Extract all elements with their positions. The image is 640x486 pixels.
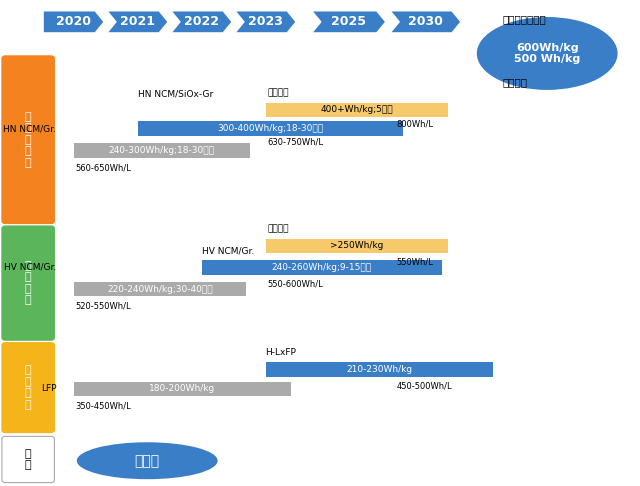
Text: 240-300Wh/kg;18-30分钟: 240-300Wh/kg;18-30分钟 (109, 146, 214, 155)
Polygon shape (312, 11, 385, 33)
Text: 450-500Wh/L: 450-500Wh/L (397, 382, 452, 391)
Text: 锂空电池: 锂空电池 (502, 78, 527, 87)
Text: 钒电池: 钒电池 (134, 454, 160, 468)
Text: HN NCM/SiOx-Gr: HN NCM/SiOx-Gr (138, 89, 213, 98)
Text: 300-400Wh/kg;18-30分钟: 300-400Wh/kg;18-30分钟 (218, 124, 323, 133)
FancyBboxPatch shape (266, 362, 493, 377)
Text: 高
性
价
比: 高 性 价 比 (25, 365, 31, 410)
Polygon shape (390, 11, 461, 33)
Text: 高
能
量
密
度: 高 能 量 密 度 (25, 111, 31, 168)
Text: 210-230Wh/kg: 210-230Wh/kg (346, 365, 412, 374)
FancyBboxPatch shape (74, 382, 291, 396)
Text: 2030: 2030 (408, 16, 443, 28)
Text: 无稀有金属电池: 无稀有金属电池 (502, 15, 546, 24)
Polygon shape (236, 11, 296, 33)
Text: 560-650Wh/L: 560-650Wh/L (76, 163, 131, 173)
Text: 2022: 2022 (184, 16, 219, 28)
Polygon shape (44, 11, 104, 33)
Text: 无锤电池: 无锤电池 (268, 224, 289, 233)
FancyBboxPatch shape (2, 56, 54, 224)
Text: 240-260Wh/kg;9-15分钟: 240-260Wh/kg;9-15分钟 (271, 263, 372, 272)
Polygon shape (172, 11, 232, 33)
Text: >250Wh/kg: >250Wh/kg (330, 242, 383, 250)
FancyBboxPatch shape (2, 226, 54, 340)
Text: H-LxFP: H-LxFP (266, 348, 296, 357)
FancyBboxPatch shape (74, 282, 246, 296)
Text: 2020: 2020 (56, 16, 91, 28)
FancyBboxPatch shape (138, 122, 403, 136)
Text: 600Wh/kg
500 Wh/kg: 600Wh/kg 500 Wh/kg (514, 43, 580, 64)
Text: 550-600Wh/L: 550-600Wh/L (268, 280, 323, 289)
FancyBboxPatch shape (266, 239, 448, 253)
Text: HV NCM/Gr.: HV NCM/Gr. (4, 263, 56, 272)
Text: 520-550Wh/L: 520-550Wh/L (76, 302, 131, 311)
Text: 补
充: 补 充 (25, 449, 31, 470)
Text: 2023: 2023 (248, 16, 283, 28)
Text: 2025: 2025 (332, 16, 366, 28)
FancyBboxPatch shape (2, 343, 54, 433)
Text: LFP: LFP (41, 384, 56, 393)
Text: 800Wh/L: 800Wh/L (397, 119, 434, 128)
Text: HV NCM/Gr.: HV NCM/Gr. (202, 246, 254, 255)
FancyBboxPatch shape (202, 260, 442, 275)
Polygon shape (107, 11, 168, 33)
Ellipse shape (477, 17, 618, 90)
Text: 2021: 2021 (120, 16, 155, 28)
Text: 220-240Wh/kg;30-40分钟: 220-240Wh/kg;30-40分钟 (107, 285, 213, 294)
Text: 固态电池: 固态电池 (268, 88, 289, 97)
Text: 350-450Wh/L: 350-450Wh/L (76, 401, 131, 411)
Text: 400+Wh/kg;5分钟: 400+Wh/kg;5分钟 (321, 105, 393, 114)
Ellipse shape (77, 442, 218, 479)
FancyBboxPatch shape (2, 436, 54, 483)
FancyBboxPatch shape (74, 143, 250, 158)
Text: 550Wh/L: 550Wh/L (397, 258, 434, 267)
Text: 演
进
路
线: 演 进 路 线 (25, 260, 31, 306)
Text: 180-200Wh/kg: 180-200Wh/kg (149, 384, 216, 393)
FancyBboxPatch shape (266, 103, 448, 117)
Text: 630-750Wh/L: 630-750Wh/L (268, 137, 323, 146)
Text: HN NCM/Gr.: HN NCM/Gr. (3, 124, 56, 133)
